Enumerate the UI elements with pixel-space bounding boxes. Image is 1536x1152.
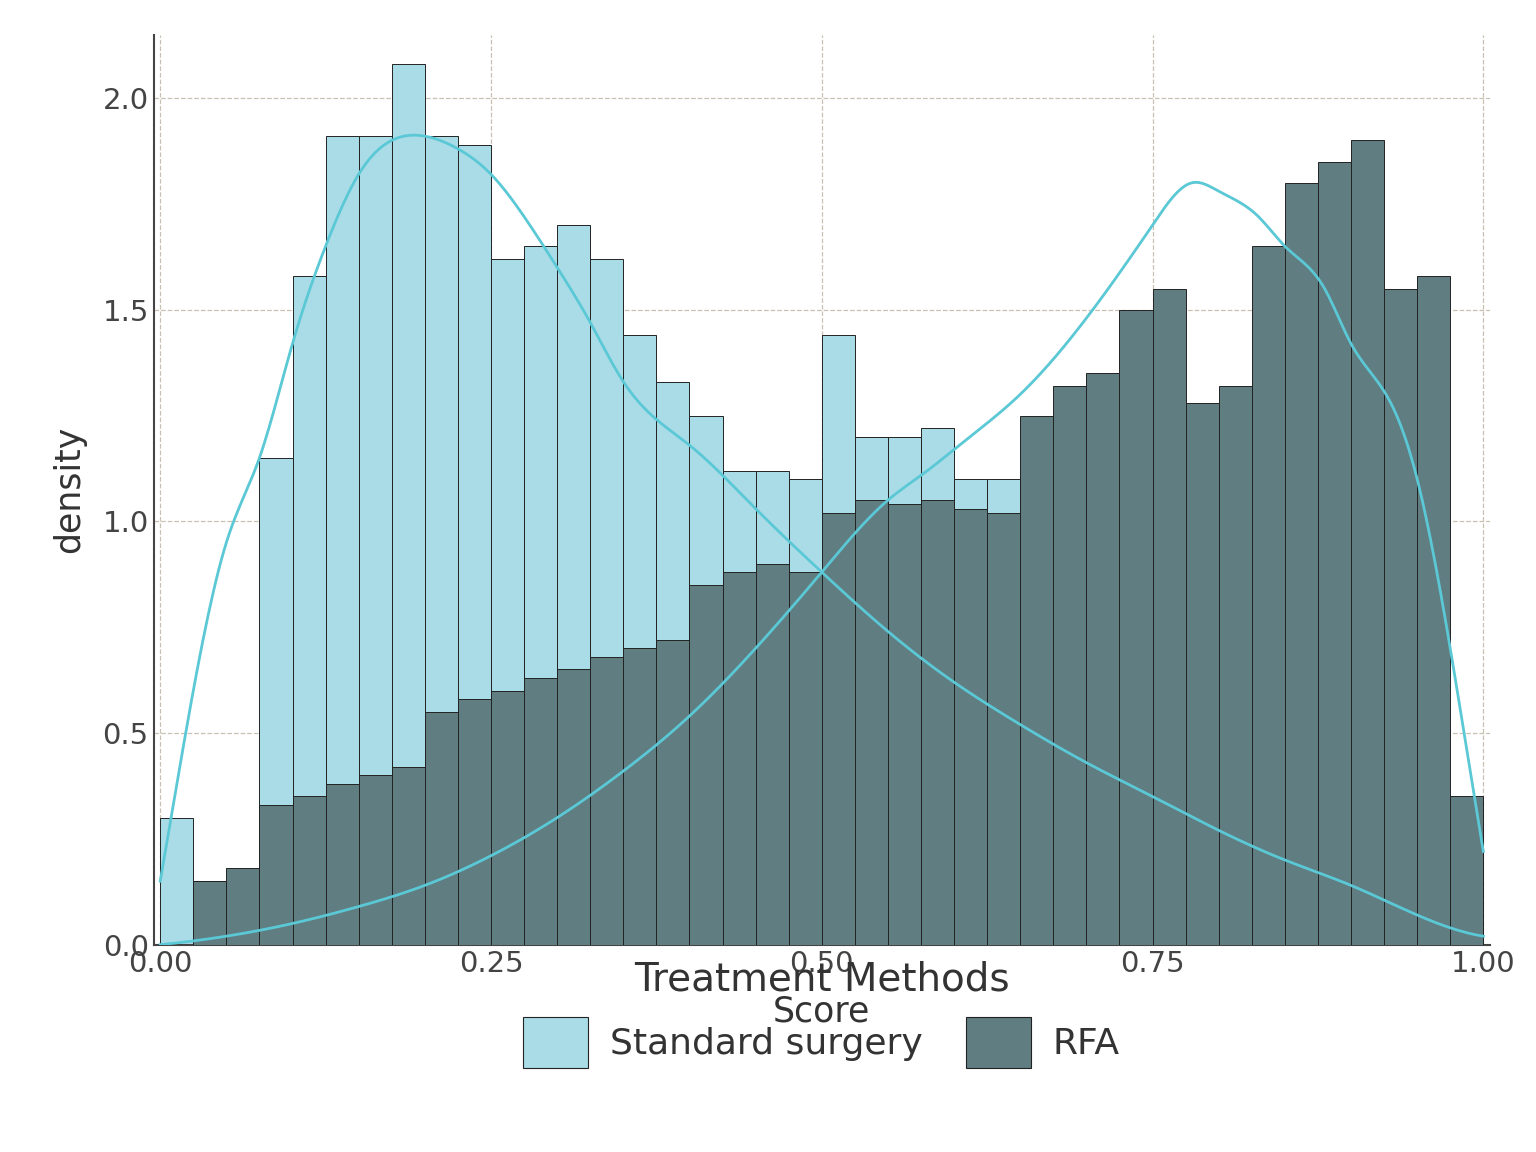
Bar — [226, 869, 260, 945]
Bar — [1086, 373, 1120, 945]
Bar — [1252, 247, 1284, 945]
Bar — [1054, 386, 1086, 945]
Bar — [722, 573, 756, 945]
Bar — [1418, 275, 1450, 945]
Bar — [690, 416, 722, 945]
Bar — [822, 335, 856, 945]
Bar — [160, 818, 194, 945]
Bar — [1086, 585, 1120, 945]
Bar — [624, 335, 656, 945]
Bar — [1120, 310, 1152, 945]
Bar — [954, 479, 988, 945]
Bar — [1450, 796, 1484, 945]
Bar — [458, 145, 492, 945]
Bar — [1218, 725, 1252, 945]
Bar — [326, 783, 359, 945]
Bar — [656, 639, 690, 945]
Bar — [326, 136, 359, 945]
Bar — [524, 247, 558, 945]
Bar — [1252, 742, 1284, 945]
Bar — [690, 585, 722, 945]
Bar — [425, 136, 458, 945]
Bar — [359, 136, 392, 945]
Bar — [788, 573, 822, 945]
Bar — [492, 691, 524, 945]
Bar — [1384, 288, 1418, 945]
Bar — [1152, 288, 1186, 945]
Bar — [888, 437, 922, 945]
Bar — [922, 500, 954, 945]
Bar — [194, 881, 226, 945]
Bar — [1450, 826, 1484, 945]
Bar — [359, 775, 392, 945]
Bar — [1384, 796, 1418, 945]
Bar — [624, 649, 656, 945]
Bar — [1352, 783, 1384, 945]
Y-axis label: density: density — [52, 426, 86, 553]
Bar — [656, 381, 690, 945]
Bar — [856, 437, 888, 945]
Bar — [1152, 699, 1186, 945]
Bar — [1318, 161, 1352, 945]
Bar — [1418, 809, 1450, 945]
Bar — [1218, 386, 1252, 945]
Bar — [292, 796, 326, 945]
X-axis label: Score: Score — [773, 994, 871, 1029]
Bar — [1352, 141, 1384, 945]
Bar — [590, 657, 624, 945]
Bar — [788, 479, 822, 945]
Bar — [756, 563, 788, 945]
Bar — [1020, 500, 1054, 945]
Bar — [1284, 183, 1318, 945]
Bar — [1186, 712, 1218, 945]
Bar — [260, 805, 292, 945]
Bar — [458, 699, 492, 945]
Bar — [988, 513, 1020, 945]
Bar — [590, 259, 624, 945]
Bar — [1186, 403, 1218, 945]
Bar — [558, 225, 590, 945]
Legend: Standard surgery, RFA: Standard surgery, RFA — [505, 942, 1138, 1086]
Bar — [292, 275, 326, 945]
Bar — [194, 881, 226, 945]
Bar — [1020, 416, 1054, 945]
Bar — [722, 470, 756, 945]
Bar — [922, 429, 954, 945]
Bar — [425, 712, 458, 945]
Bar — [1284, 755, 1318, 945]
Bar — [1054, 573, 1086, 945]
Bar — [954, 509, 988, 945]
Bar — [492, 259, 524, 945]
Bar — [988, 479, 1020, 945]
Bar — [558, 669, 590, 945]
Bar — [756, 470, 788, 945]
Bar — [260, 457, 292, 945]
Bar — [1318, 767, 1352, 945]
Bar — [856, 500, 888, 945]
Bar — [1120, 593, 1152, 945]
Bar — [392, 767, 425, 945]
Bar — [888, 505, 922, 945]
Bar — [392, 65, 425, 945]
Bar — [524, 679, 558, 945]
Bar — [822, 513, 856, 945]
